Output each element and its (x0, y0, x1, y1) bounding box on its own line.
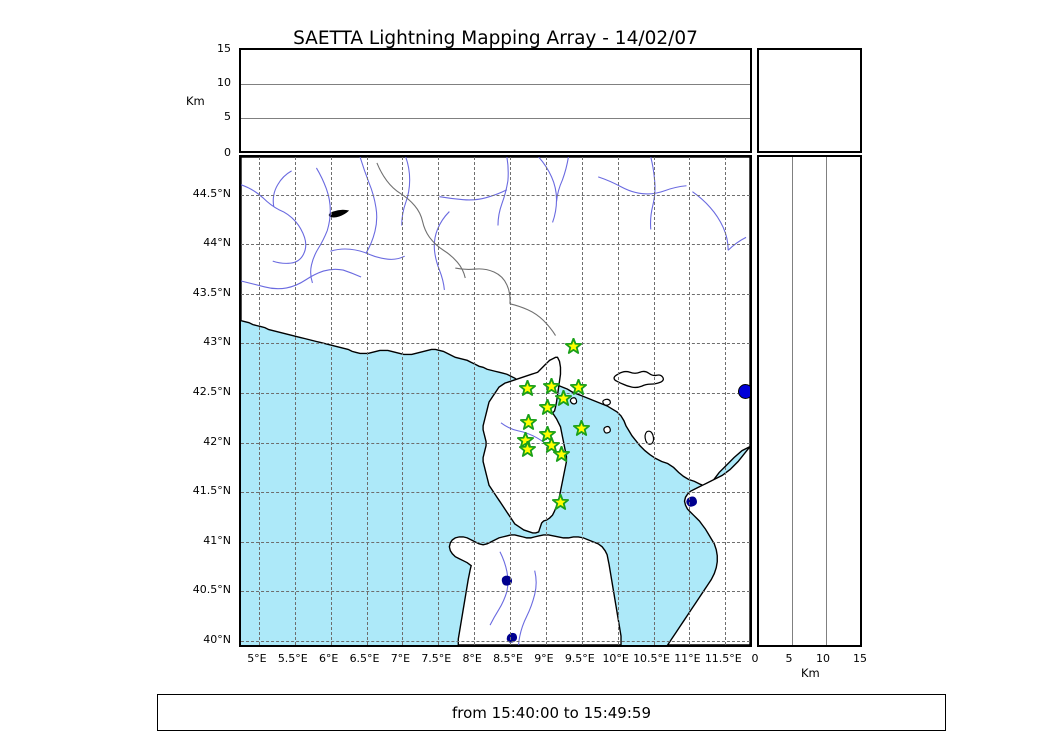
station-marker[interactable] (538, 399, 556, 416)
lightning-source-map[interactable] (239, 155, 752, 647)
map-gridline-lat-6 (241, 492, 750, 494)
altitude-vs-longitude-panel[interactable] (239, 48, 752, 153)
top-panel-ytick-15: 15 (217, 42, 231, 55)
station-marker[interactable] (543, 377, 561, 395)
map-gridline-lat-3 (241, 343, 750, 345)
lon-tick-0: 5°E (247, 652, 267, 665)
station-marker[interactable] (553, 445, 571, 463)
lat-tick-9: 40°N (203, 633, 231, 647)
top-panel-gridline-5 (241, 118, 750, 119)
station-marker[interactable] (520, 413, 538, 431)
map-gridline-lon-2 (330, 157, 332, 645)
island-small-2 (603, 425, 611, 434)
map-gridline-lat-9 (241, 641, 750, 643)
lat-tick-7: 41°N (203, 533, 231, 547)
island-elba (613, 370, 664, 389)
map-gridline-lon-3 (366, 157, 368, 645)
right-panel-xtick-10: 10 (816, 652, 830, 665)
station-marker[interactable] (551, 493, 569, 511)
right-panel-xtick-0: 0 (751, 652, 759, 665)
lake-sardinia-2 (506, 632, 518, 643)
landmass-italy-tyrrhenian (666, 445, 750, 645)
map-gridline-lon-9 (581, 157, 583, 645)
map-gridline-lat-1 (241, 244, 750, 246)
lat-tick-1: 44°N (203, 236, 231, 250)
map-gridline-lon-7 (510, 157, 512, 645)
right-panel-xlabel: Km (801, 666, 820, 680)
map-gridline-lon-6 (474, 157, 476, 645)
station-marker[interactable] (569, 378, 587, 396)
lon-tick-10: 10°E (602, 652, 629, 665)
river-sardinia-1 (489, 551, 509, 626)
lagoon-feature (328, 209, 350, 218)
station-marker[interactable] (573, 419, 591, 437)
lon-tick-4: 7°E (390, 652, 411, 665)
latitude-vs-altitude-panel[interactable] (757, 155, 862, 647)
map-gridline-lon-1 (294, 157, 296, 645)
status-bar: from 15:40:00 to 15:49:59 (157, 694, 946, 731)
map-gridline-lat-5 (241, 442, 750, 444)
lon-tick-5: 7.5°E (421, 652, 452, 665)
right-panel-xtick-15: 15 (853, 652, 867, 665)
map-gridline-lon-11 (653, 157, 655, 645)
map-gridline-lon-5 (438, 157, 440, 645)
map-gridline-lat-2 (241, 293, 750, 295)
map-gridline-lat-8 (241, 591, 750, 593)
lon-tick-1: 5.5°E (277, 652, 308, 665)
lon-tick-8: 9°E (534, 652, 554, 665)
lat-tick-3: 43°N (203, 335, 231, 349)
map-gridline-lon-4 (402, 157, 404, 645)
lon-tick-3: 6.5°E (349, 652, 380, 665)
station-marker[interactable] (554, 389, 572, 407)
station-marker[interactable] (538, 425, 556, 443)
lat-tick-0: 44.5°N (192, 186, 231, 200)
right-panel-gridline-10 (826, 157, 827, 645)
lon-tick-11: 10.5°E (633, 652, 671, 665)
page-title: SAETTA Lightning Mapping Array - 14/02/0… (293, 28, 698, 49)
station-marker[interactable] (519, 440, 537, 458)
lon-tick-12: 11°E (674, 652, 701, 665)
top-panel-gridline-10 (241, 84, 750, 85)
island-capraia (569, 397, 578, 405)
lat-tick-5: 42°N (203, 434, 231, 448)
lat-tick-4: 42.5°N (192, 385, 231, 399)
map-gridline-lon-0 (258, 157, 260, 645)
right-panel-xtick-5: 5 (785, 652, 793, 665)
top-panel-ytick-5: 5 (224, 110, 231, 123)
border-layer (376, 162, 556, 336)
lon-tick-9: 9.5°E (564, 652, 595, 665)
lake-sardinia-1 (501, 575, 513, 586)
map-gridline-lat-4 (241, 393, 750, 395)
map-gridline-lat-0 (241, 194, 750, 196)
lat-tick-2: 43.5°N (192, 285, 231, 299)
right-panel-gridline-5 (792, 157, 793, 645)
top-panel-ytick-10: 10 (217, 76, 231, 89)
lat-tick-6: 41.5°N (192, 484, 231, 498)
station-marker[interactable] (518, 379, 536, 397)
status-text: from 15:40:00 to 15:49:59 (451, 703, 651, 722)
top-panel-ytick-0: 0 (224, 146, 231, 159)
island-small-1 (602, 398, 611, 406)
lat-tick-8: 40.5°N (192, 583, 231, 597)
map-gridline-lon-13 (725, 157, 727, 645)
lon-tick-7: 8.5°E (493, 652, 524, 665)
map-gridline-lat-7 (241, 541, 750, 543)
map-gridline-lon-10 (617, 157, 619, 645)
station-marker[interactable] (543, 436, 561, 454)
coastline-layer (241, 157, 750, 645)
station-marker[interactable] (517, 431, 535, 449)
lon-tick-13: 11.5°E (704, 652, 742, 665)
lon-tick-2: 6°E (318, 652, 339, 665)
lon-tick-6: 8°E (462, 652, 482, 665)
reference-marker[interactable] (737, 383, 750, 399)
top-panel-ylabel: Km (186, 94, 205, 108)
map-gridline-lon-12 (689, 157, 691, 645)
station-marker[interactable] (564, 337, 582, 355)
altitude-histogram-corner-panel[interactable] (757, 48, 862, 153)
lake-italy (686, 496, 697, 507)
